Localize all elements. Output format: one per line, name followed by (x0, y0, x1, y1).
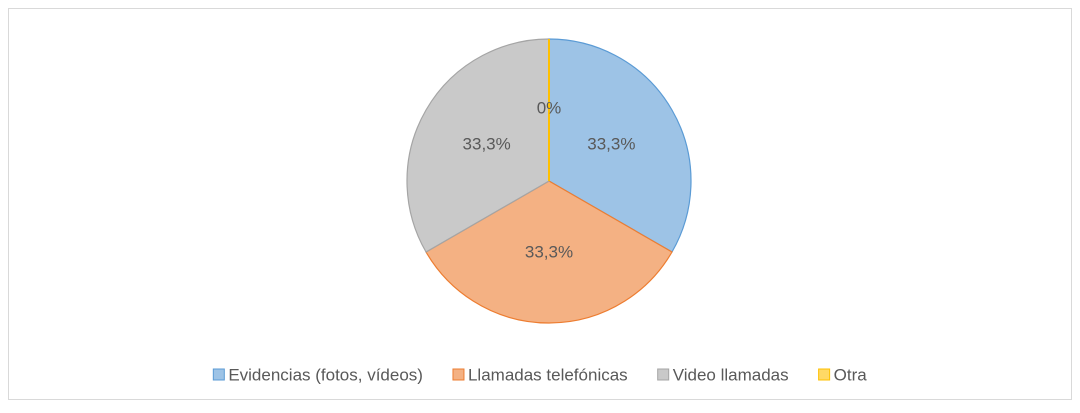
legend-label: Evidencias (fotos, vídeos) (228, 365, 423, 384)
legend-swatch (657, 368, 670, 381)
data-label: 33,3% (525, 242, 573, 261)
legend-swatch (818, 368, 831, 381)
pie-slice (548, 38, 692, 253)
data-label: 33,3% (587, 134, 635, 153)
legend-swatch (212, 368, 225, 381)
pie-slice (406, 38, 550, 253)
legend-label: Otra (834, 365, 868, 384)
legend-label: Video llamadas (673, 365, 789, 384)
legend-swatch (452, 368, 465, 381)
legend-label: Llamadas telefónicas (468, 365, 628, 384)
data-label: 0% (537, 98, 562, 117)
data-label: 33,3% (463, 134, 511, 153)
